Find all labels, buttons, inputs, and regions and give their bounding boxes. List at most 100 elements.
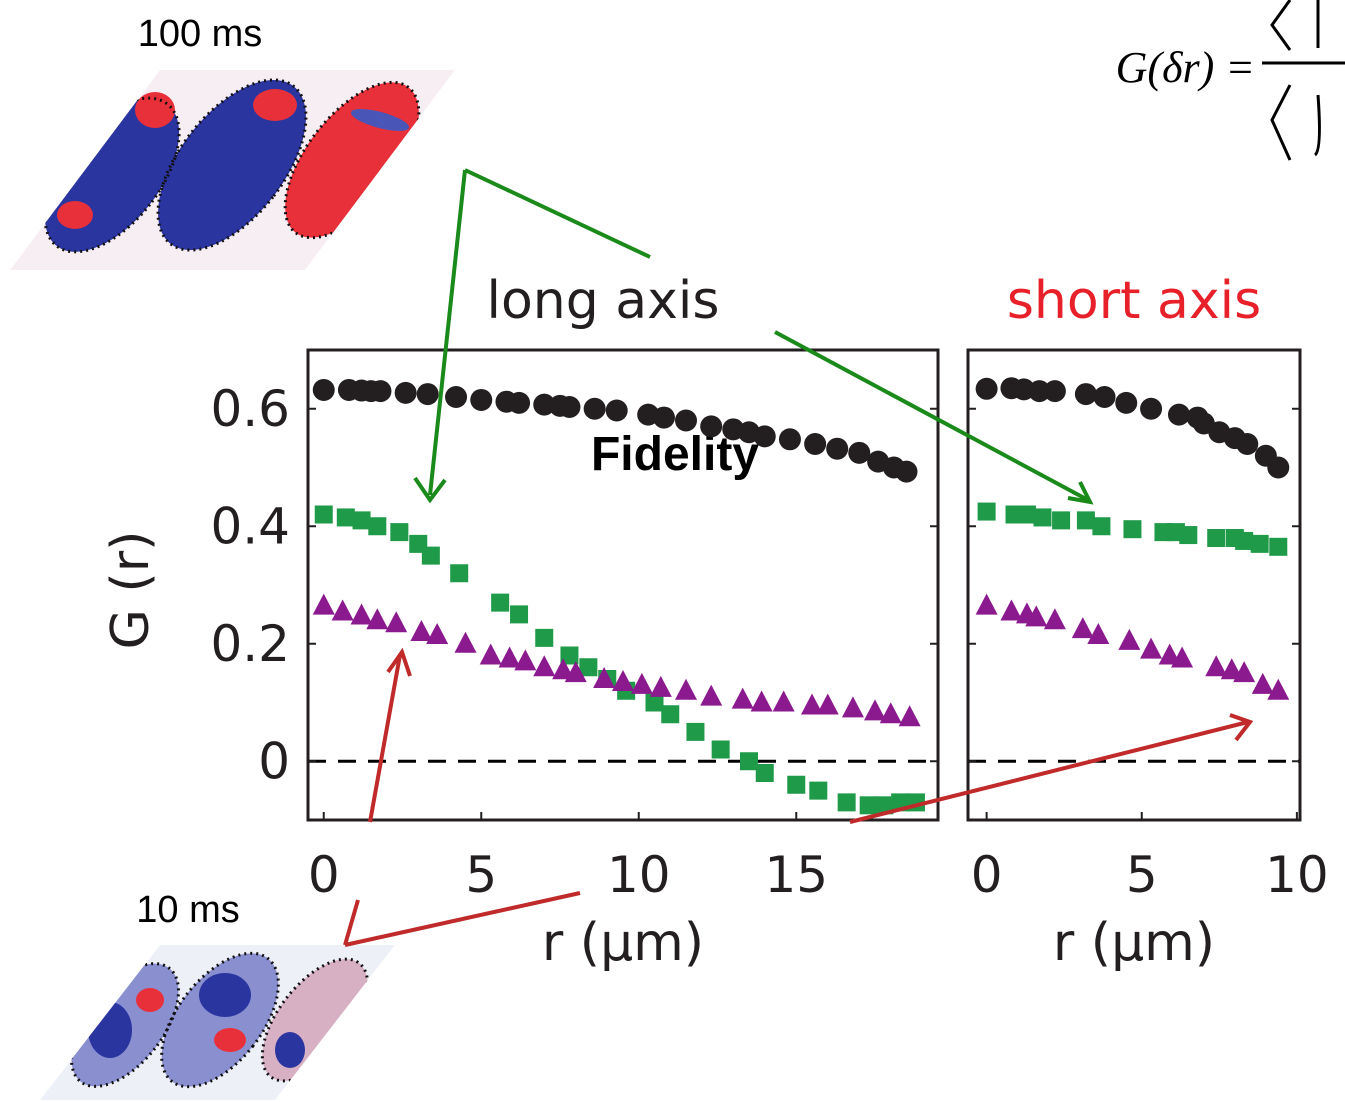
point: [491, 594, 509, 612]
point: [773, 691, 795, 712]
point: [584, 398, 606, 420]
point: [1252, 673, 1274, 694]
point: [1205, 655, 1227, 676]
point: [1123, 520, 1141, 538]
point: [385, 611, 407, 632]
point: [751, 691, 773, 712]
point: [1000, 599, 1022, 620]
point: [1044, 608, 1066, 629]
point: [700, 415, 722, 437]
point: [351, 604, 373, 625]
inset-image-10ms: [40, 933, 395, 1102]
inset-label: 10 ms: [136, 889, 239, 931]
point: [1118, 629, 1140, 650]
plots: 00.20.40.6051015r (µm)long axisG (r)Fide…: [101, 271, 1329, 973]
point: [864, 699, 886, 720]
point: [313, 379, 335, 401]
formula: G(δr) =: [1116, 43, 1255, 92]
point: [1094, 386, 1116, 408]
point: [1269, 538, 1287, 556]
point: [1235, 532, 1253, 550]
point: [606, 400, 628, 422]
point: [686, 723, 704, 741]
point: [533, 655, 555, 676]
point: [809, 782, 827, 800]
point: [390, 523, 408, 541]
point: [787, 776, 805, 794]
point: [976, 378, 998, 400]
point: [712, 741, 730, 759]
y-tick-label: 0: [258, 732, 290, 790]
point: [368, 517, 386, 535]
point: [848, 442, 870, 464]
page: {"formula": "G(δr) =", "insets": [{"labe…: [0, 0, 1345, 1102]
x-tick-label: 10: [607, 846, 671, 904]
x-tick-label: 0: [308, 846, 340, 904]
point: [410, 620, 432, 641]
panel-title: short axis: [1007, 271, 1261, 331]
point: [558, 396, 580, 418]
inset-label: 100 ms: [138, 13, 263, 55]
x-axis-label: r (µm): [542, 913, 704, 973]
point: [756, 764, 774, 782]
point: [1033, 508, 1051, 526]
x-tick-label: 10: [1265, 846, 1329, 904]
x-tick-label: 5: [1126, 846, 1158, 904]
point: [740, 752, 758, 770]
point: [1140, 398, 1162, 420]
point: [899, 705, 921, 726]
point: [779, 428, 801, 450]
point: [366, 608, 388, 629]
point: [732, 688, 754, 709]
point: [313, 594, 335, 615]
point: [896, 461, 918, 483]
point: [1077, 511, 1095, 529]
point: [880, 702, 902, 723]
point: [1092, 517, 1110, 535]
point: [450, 564, 468, 582]
point: [1115, 392, 1137, 414]
point: [353, 511, 371, 529]
point: [842, 696, 864, 717]
x-tick-label: 0: [971, 846, 1003, 904]
y-axis-label: G (r): [101, 531, 161, 650]
point: [1267, 457, 1289, 479]
y-tick-label: 0.6: [210, 380, 290, 438]
x-tick-label: 5: [465, 846, 497, 904]
point: [395, 382, 417, 404]
point: [422, 547, 440, 565]
point: [804, 433, 826, 455]
formula-integral: [1272, 0, 1319, 160]
point: [653, 407, 675, 429]
point: [417, 383, 439, 405]
point: [838, 793, 856, 811]
point: [1168, 404, 1190, 426]
point: [1044, 380, 1066, 402]
point: [332, 599, 354, 620]
point: [976, 594, 998, 615]
point: [817, 693, 839, 714]
point: [445, 386, 467, 408]
point: [675, 679, 697, 700]
y-tick-label: 0.4: [210, 497, 290, 555]
x-tick-label: 15: [764, 846, 828, 904]
point: [978, 503, 996, 521]
point: [1072, 617, 1094, 638]
point: [1179, 526, 1197, 544]
inset-image-100ms: [10, 54, 455, 276]
point: [650, 676, 672, 697]
x-axis-label: r (µm): [1053, 913, 1215, 973]
point: [315, 506, 333, 524]
point: [860, 796, 878, 814]
point: [1075, 383, 1097, 405]
y-tick-label: 0.2: [210, 615, 290, 673]
figure: 100 ms 10 ms G(δr) = 0 0.2 0.4 0.6 0 5 10 15 r (…: [0, 0, 1345, 1102]
point: [675, 410, 697, 432]
point: [661, 705, 679, 723]
point: [508, 392, 530, 414]
plot-frame: [308, 350, 938, 820]
point: [1140, 638, 1162, 659]
point: [1207, 529, 1225, 547]
point: [455, 632, 477, 653]
point: [499, 646, 521, 667]
